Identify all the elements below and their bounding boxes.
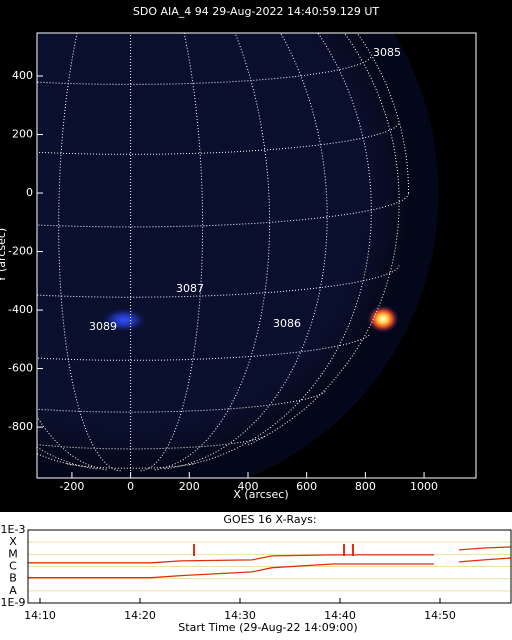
goes-bg (0, 512, 512, 640)
y-tick-label: A (9, 584, 17, 597)
x-tick-label: 14:40 (324, 609, 356, 622)
chart-title: SDO AIA_4 94 29-Aug-2022 14:40:59.129 UT (133, 5, 379, 18)
grid-line (37, 55, 372, 85)
image-area (37, 33, 439, 478)
y-tick-label: 1E-9 (1, 596, 26, 609)
x-tick-label: 14:30 (224, 609, 256, 622)
y-tick-label: 200 (12, 128, 33, 141)
bright-region (367, 305, 399, 333)
x-tick-label: 1000 (410, 480, 438, 493)
grid-line (37, 435, 266, 450)
x-tick-label: 14:50 (424, 609, 456, 622)
y-tick-label: -800 (8, 420, 33, 433)
sun-disk (37, 33, 409, 471)
grid-line (356, 33, 410, 194)
x-tick-label: -200 (59, 480, 84, 493)
y-tick-label: -400 (8, 303, 33, 316)
grid-line (188, 33, 372, 466)
xray-line (28, 546, 512, 564)
xray-line (28, 557, 512, 579)
plot-frame (27, 529, 512, 604)
x-tick-label: 0 (127, 480, 134, 493)
region-label: 3085 (373, 46, 401, 59)
axes-frame (36, 32, 477, 479)
region-label: 3089 (89, 320, 117, 333)
grid-line (58, 33, 121, 472)
grid-line (67, 463, 195, 469)
chart-title: GOES 16 X-Rays: (223, 513, 316, 526)
x-tick-label: 14:10 (24, 609, 56, 622)
x-tick-label: 400 (237, 480, 258, 493)
y-tick-label: 400 (12, 69, 33, 82)
x-tick-label: 800 (355, 480, 376, 493)
y-tick-label: 1E-3 (1, 523, 26, 536)
y-tick-label: M (8, 547, 18, 560)
region-label: 3086 (273, 317, 301, 330)
y-tick-label: -200 (8, 245, 33, 258)
y-tick-label: B (9, 572, 17, 585)
grid-line (140, 33, 204, 472)
x-tick-label: 14:20 (124, 609, 156, 622)
grid-line (37, 265, 400, 298)
y-axis-label: Y (arcsec) (0, 228, 8, 283)
grid-line (37, 391, 326, 413)
x-tick-label: 600 (296, 480, 317, 493)
y-tick-label: C (9, 560, 17, 573)
x-tick-label: 200 (179, 480, 200, 493)
y-tick-label: X (9, 535, 17, 548)
region-label: 3087 (176, 282, 204, 295)
y-tick-label: 0 (26, 186, 33, 199)
blue-region (102, 308, 146, 332)
grid-line (37, 192, 410, 228)
x-axis-label: Start Time (29-Aug-22 14:09:00) (178, 621, 357, 634)
y-tick-label: -600 (8, 362, 33, 375)
x-axis-label: X (arcsec) (233, 488, 288, 501)
